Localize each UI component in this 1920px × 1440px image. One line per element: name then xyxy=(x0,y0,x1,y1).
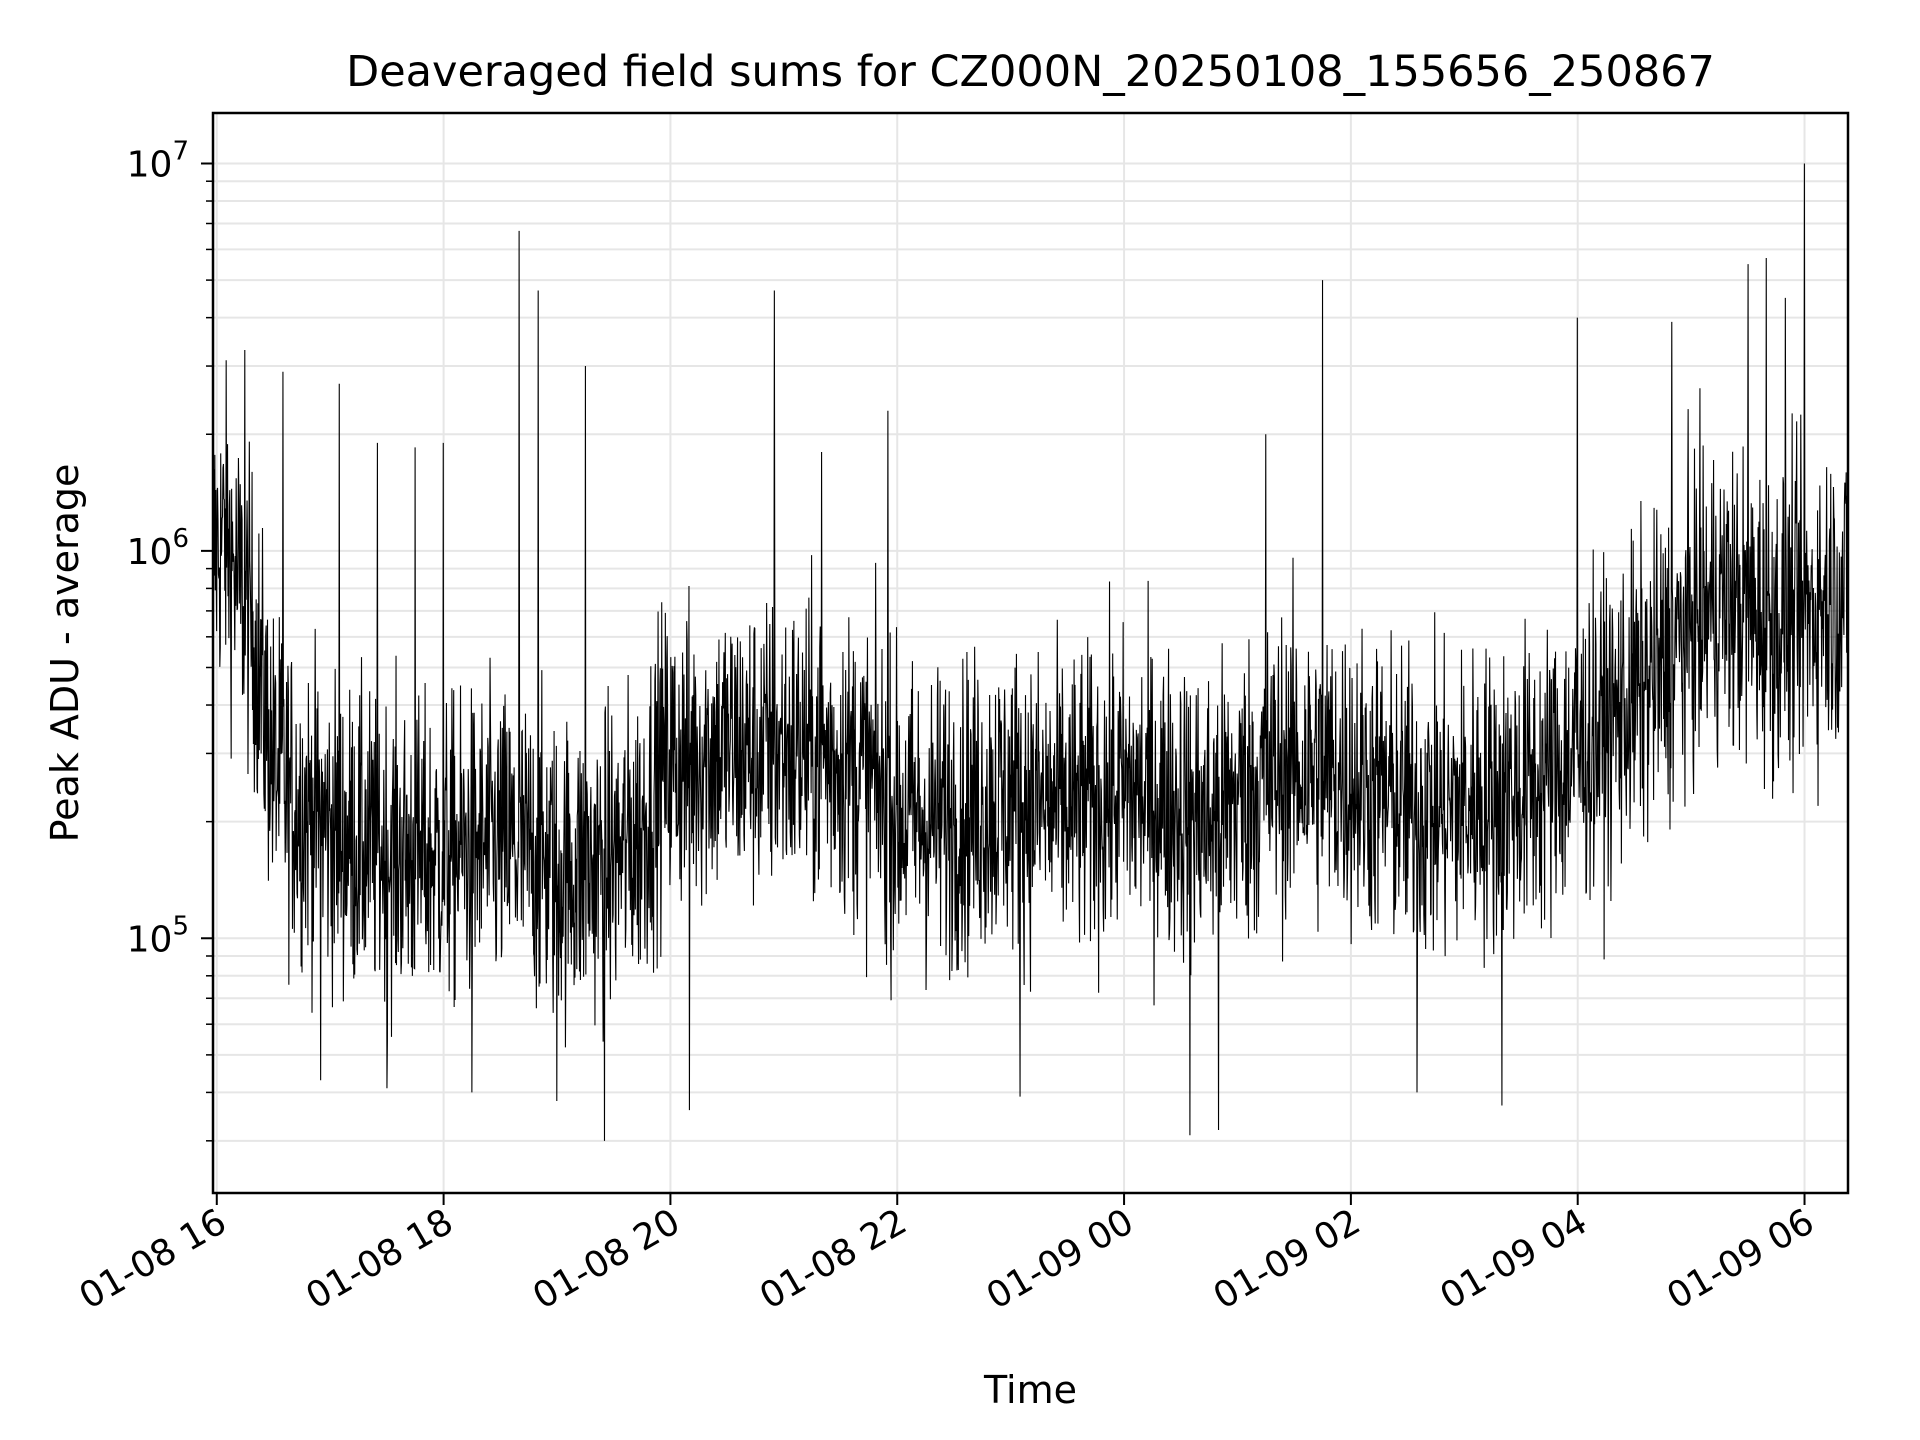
x-tick-label: 01-09 06 xyxy=(1660,1201,1821,1317)
y-tick-label: 106 xyxy=(127,524,189,573)
y-tick-label: 105 xyxy=(127,911,189,960)
x-axis-label: Time xyxy=(983,1368,1077,1412)
series-line-group xyxy=(212,163,1849,1141)
chart-title: Deaveraged field sums for CZ000N_2025010… xyxy=(346,47,1715,97)
grid xyxy=(213,113,1848,1193)
x-tick-label: 01-08 16 xyxy=(73,1201,234,1317)
x-tick-label: 01-08 18 xyxy=(299,1201,460,1317)
x-tick-label: 01-08 20 xyxy=(526,1201,687,1317)
x-tick-label: 01-09 04 xyxy=(1434,1201,1595,1317)
y-tick-label: 107 xyxy=(127,136,189,185)
y-axis-label: Peak ADU - average xyxy=(43,464,87,843)
series-line xyxy=(212,163,1849,1141)
x-tick-label: 01-09 02 xyxy=(1207,1201,1368,1317)
plot-frame xyxy=(211,111,1850,1195)
x-tick-label: 01-08 22 xyxy=(753,1201,914,1317)
x-tick-label: 01-09 00 xyxy=(980,1201,1141,1317)
